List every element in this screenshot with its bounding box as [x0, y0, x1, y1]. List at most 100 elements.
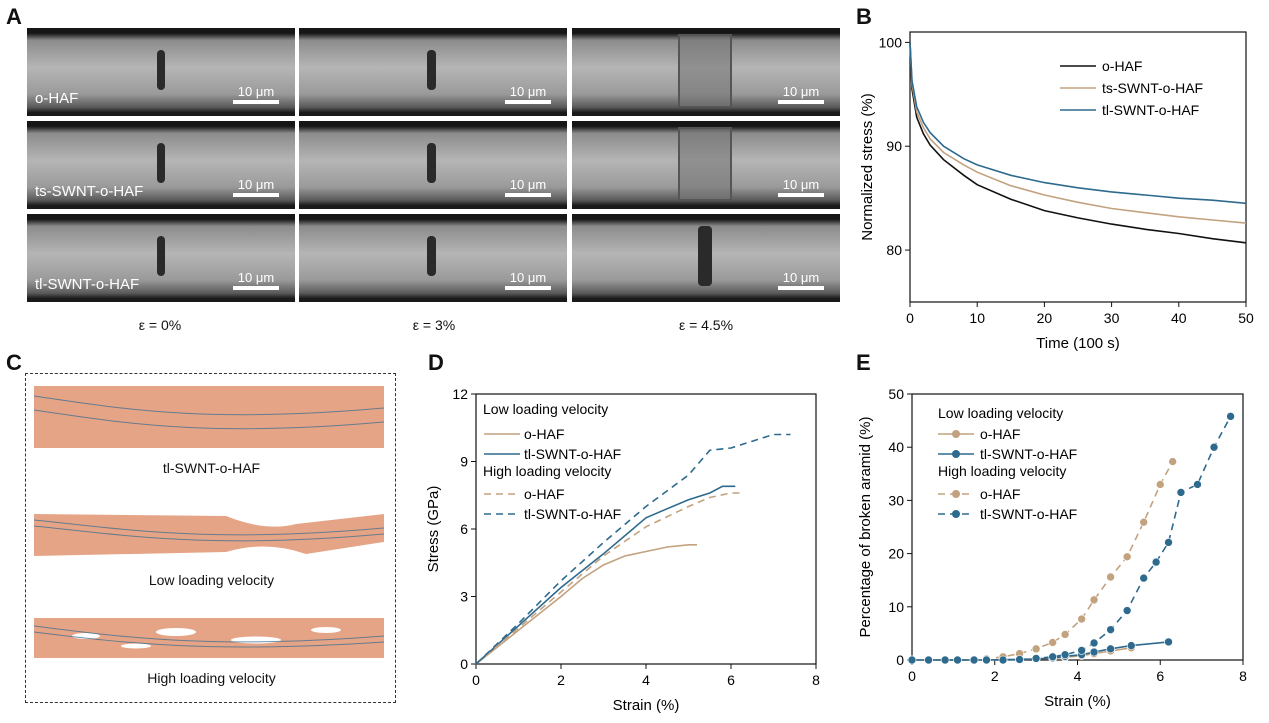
series-3-point: [1176, 488, 1186, 497]
series-2-point: [1139, 517, 1149, 527]
panel-letter-a: A: [6, 4, 22, 29]
series-line-3: [912, 415, 1232, 661]
chart-broken-aramid: 0 2 4 6 8 0 10 20 30 40 50 Strain (%) Percentage of …: [857, 386, 1247, 710]
scale-bar-label: 10 μm: [509, 270, 547, 285]
series-3-point: [1089, 638, 1099, 648]
series-3-point: [1226, 412, 1235, 421]
x-tick-label: 0: [908, 668, 916, 684]
x-tick-label: 20: [1037, 310, 1053, 326]
scale-bar: 10 μm: [233, 177, 279, 197]
series-2-point: [1077, 614, 1086, 624]
fiber-notch: [678, 127, 732, 201]
y-tick-label: 20: [888, 546, 904, 562]
series-1-point: [1126, 641, 1136, 650]
x-axis-label: Strain (%): [1044, 693, 1111, 710]
strain-label-4-5: ε = 4.5%: [678, 317, 734, 333]
y-tick-label: 0: [460, 656, 468, 672]
y-axis-label: Stress (GPa): [425, 486, 442, 573]
sem-row-label: ts-SWNT-o-HAF: [35, 183, 144, 200]
series-3-point: [1015, 655, 1024, 664]
sem-image-r2-c2: 10 μm: [572, 214, 840, 302]
fiber-notch: [157, 50, 165, 90]
y-tick-label: 90: [886, 138, 902, 154]
sem-image-r1-c0: ts-SWNT-o-HAF 10 μm: [27, 121, 295, 209]
scale-bar: 10 μm: [778, 270, 824, 290]
fiber-notch: [698, 226, 712, 286]
y-tick-label: 6: [460, 521, 468, 537]
series-3-point: [940, 655, 950, 665]
sim-swnt-strand: [33, 631, 385, 648]
sim-swnt-strand: [33, 519, 385, 536]
fiber-notch: [427, 236, 436, 276]
sim-swnt-strand: [33, 409, 385, 430]
series-2-point: [1122, 552, 1132, 562]
series-line-2: [909, 42, 1247, 205]
scale-bar: 10 μm: [778, 84, 824, 104]
legend-label: tl-SWNT-o-HAF: [1102, 102, 1199, 118]
sem-image-r0-c0: o-HAF 10 μm: [27, 28, 295, 116]
x-tick-label: 6: [1156, 668, 1164, 684]
scale-bar-line: [778, 193, 824, 197]
x-tick-label: 0: [472, 672, 480, 688]
panel-letter-c: C: [6, 350, 22, 375]
x-tick-label: 0: [906, 310, 914, 326]
x-tick-label: 4: [642, 672, 650, 688]
panel-letter-b: B: [856, 4, 872, 29]
legend-marker: [952, 510, 960, 518]
sim-caption-low: Low loading velocity: [148, 572, 275, 588]
series-3-point: [1048, 652, 1057, 662]
x-tick-label: 2: [557, 672, 565, 688]
series-line-1: [475, 485, 736, 665]
y-tick-label: 40: [888, 439, 904, 455]
legend-label: ts-SWNT-o-HAF: [1102, 80, 1203, 96]
series-3-point: [953, 655, 962, 665]
series-3-point: [924, 655, 933, 665]
series-2-point: [1155, 480, 1165, 489]
series-2-point: [1060, 630, 1070, 639]
y-tick-label: 100: [879, 34, 903, 50]
x-axis-label: Time (100 s): [1036, 335, 1120, 352]
strain-label-0: ε = 0%: [138, 317, 182, 333]
scale-bar: 10 μm: [778, 177, 824, 197]
scale-bar-line: [778, 100, 824, 104]
y-tick-label: 50: [888, 386, 904, 402]
series-line-3: [475, 433, 791, 665]
sem-image-r1-c2: 10 μm: [572, 121, 840, 209]
series-3-point: [1122, 606, 1132, 615]
legend-marker: [952, 450, 960, 458]
strain-label-3: ε = 3%: [412, 317, 456, 333]
x-tick-label: 6: [727, 672, 735, 688]
x-tick-label: 30: [1104, 310, 1120, 326]
legend-marker: [952, 490, 960, 498]
legend-label: o-HAF: [1102, 58, 1142, 74]
series-3-point: [1209, 442, 1219, 452]
sim-swnt-strand: [33, 525, 385, 542]
fiber-notch: [678, 34, 732, 108]
sem-image-r2-c1: 10 μm: [299, 214, 567, 302]
series-1-point: [1164, 637, 1173, 647]
scale-bar: 10 μm: [505, 177, 551, 197]
x-tick-label: 4: [1074, 668, 1082, 684]
sem-image-r0-c2: 10 μm: [572, 28, 840, 116]
scale-bar-label: 10 μm: [509, 84, 547, 99]
y-tick-label: 30: [888, 492, 904, 508]
y-axis-label: Percentage of broken aramid (%): [857, 417, 874, 638]
y-tick-label: 9: [460, 454, 468, 470]
scale-bar-line: [233, 286, 279, 290]
x-tick-label: 10: [969, 310, 985, 326]
series-1-point: [1106, 644, 1115, 654]
fiber-notch: [157, 236, 165, 276]
sem-row-label: o-HAF: [35, 90, 79, 107]
y-tick-label: 10: [888, 599, 904, 615]
series-line-1: [909, 42, 1247, 224]
sim-void: [311, 627, 341, 633]
sim-caption-tl: tl-SWNT-o-HAF: [162, 460, 261, 476]
series-3-point: [1164, 538, 1173, 547]
legend-label: o-HAF: [980, 486, 1020, 502]
x-tick-label: 50: [1238, 310, 1254, 326]
sem-image-r1-c1: 10 μm: [299, 121, 567, 209]
scale-bar-label: 10 μm: [782, 84, 820, 99]
sim-swnt-strand: [33, 625, 385, 643]
legend-label: tl-SWNT-o-HAF: [524, 506, 621, 522]
y-tick-label: 0: [896, 652, 904, 668]
